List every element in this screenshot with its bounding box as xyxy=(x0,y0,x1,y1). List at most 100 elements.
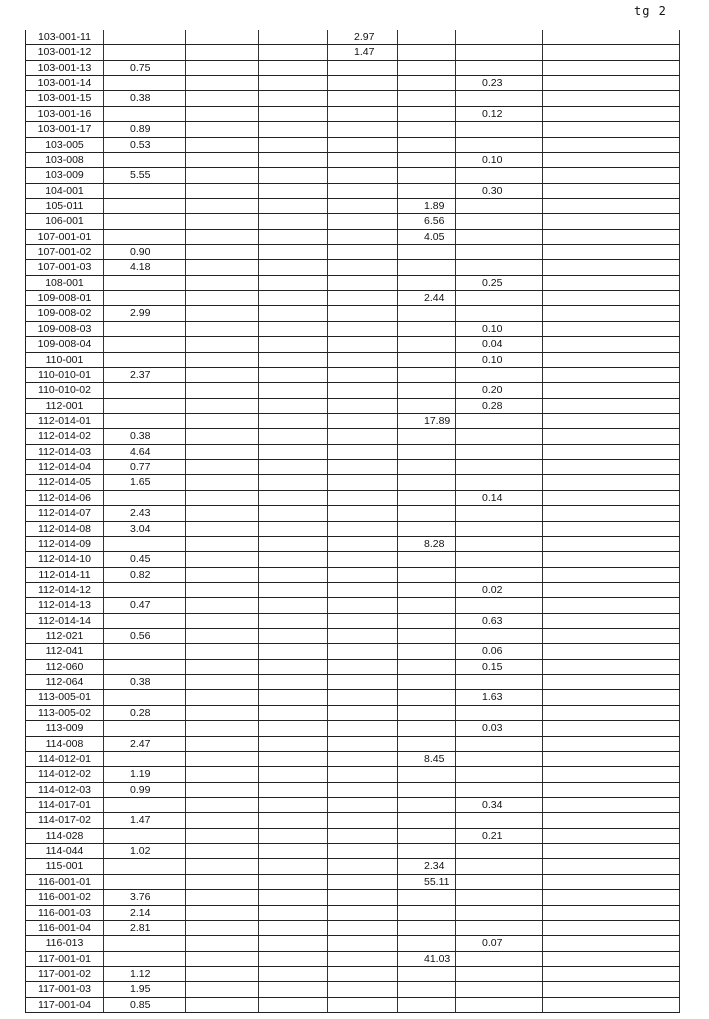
value-cell xyxy=(327,997,397,1013)
value-cell xyxy=(327,613,397,629)
value-cell: 0.23 xyxy=(455,76,542,91)
value-cell: 1.02 xyxy=(103,844,185,859)
item-code-cell: 112-001 xyxy=(25,398,103,413)
value-cell xyxy=(327,260,397,275)
value-cell xyxy=(397,782,455,797)
value-cell: 0.04 xyxy=(455,337,542,352)
value-cell xyxy=(455,168,542,183)
value-cell xyxy=(542,936,680,951)
item-code-cell: 110-001 xyxy=(25,352,103,367)
value-cell xyxy=(397,966,455,982)
value-cell xyxy=(455,844,542,859)
value-cell xyxy=(397,813,455,828)
value-cell xyxy=(327,951,397,966)
value-cell xyxy=(185,736,258,751)
value-cell xyxy=(258,659,327,675)
table-row: 112-014-09 8.28 xyxy=(25,536,680,553)
value-cell xyxy=(397,721,455,736)
value-cell xyxy=(185,659,258,675)
value-cell: 2.43 xyxy=(103,506,185,521)
value-cell xyxy=(455,736,542,751)
value-cell xyxy=(397,675,455,690)
value-cell: 1.12 xyxy=(103,966,185,982)
value-cell: 1.89 xyxy=(397,198,455,214)
table-row: 116-001-04 2.81 xyxy=(25,920,680,937)
value-cell xyxy=(103,936,185,951)
value-cell xyxy=(185,905,258,920)
table-row: 112-014-12 0.02 xyxy=(25,582,680,599)
value-cell: 0.03 xyxy=(455,721,542,736)
value-cell xyxy=(327,721,397,736)
value-cell xyxy=(542,690,680,705)
value-cell xyxy=(103,383,185,398)
value-cell xyxy=(258,229,327,245)
value-cell xyxy=(542,122,680,137)
value-cell xyxy=(258,982,327,997)
value-cell: 0.07 xyxy=(455,936,542,951)
value-cell xyxy=(185,874,258,890)
value-cell xyxy=(397,106,455,122)
value-cell: 2.47 xyxy=(103,736,185,751)
value-cell xyxy=(103,76,185,91)
value-cell xyxy=(327,245,397,260)
value-cell xyxy=(103,751,185,767)
value-cell xyxy=(258,644,327,659)
table-row: 117-001-03 1.95 xyxy=(25,982,680,998)
value-cell: 0.38 xyxy=(103,429,185,444)
value-cell xyxy=(542,245,680,260)
item-code-cell: 114-017-01 xyxy=(25,798,103,813)
item-code-cell: 103-001-17 xyxy=(25,122,103,137)
value-cell xyxy=(397,260,455,275)
table-row: 103-001-12 1.47 xyxy=(25,45,680,61)
item-code-cell: 112-014-06 xyxy=(25,490,103,506)
value-cell xyxy=(103,337,185,352)
value-cell xyxy=(258,383,327,398)
table-row: 103-001-14 0.23 xyxy=(25,76,680,92)
value-cell xyxy=(455,567,542,582)
value-cell xyxy=(455,997,542,1013)
item-code-cell: 112-021 xyxy=(25,629,103,644)
value-cell xyxy=(542,567,680,582)
item-code-cell: 114-017-02 xyxy=(25,813,103,828)
value-cell xyxy=(185,675,258,690)
value-cell xyxy=(397,91,455,106)
value-cell xyxy=(103,644,185,659)
value-cell xyxy=(185,582,258,598)
value-cell: 8.28 xyxy=(397,536,455,552)
value-cell xyxy=(327,890,397,905)
value-cell xyxy=(103,352,185,367)
value-cell xyxy=(542,275,680,291)
value-cell xyxy=(185,383,258,398)
item-code-cell: 112-014-09 xyxy=(25,536,103,552)
item-code-cell: 113-009 xyxy=(25,721,103,736)
value-cell xyxy=(258,890,327,905)
table-row: 109-008-03 0.10 xyxy=(25,321,680,338)
value-cell xyxy=(542,337,680,352)
value-cell xyxy=(327,936,397,951)
value-cell: 4.64 xyxy=(103,444,185,460)
value-cell xyxy=(327,183,397,198)
item-code-cell: 117-001-03 xyxy=(25,982,103,997)
value-cell xyxy=(258,552,327,567)
value-cell xyxy=(327,321,397,337)
item-code-cell: 112-014-05 xyxy=(25,475,103,490)
value-cell xyxy=(258,705,327,721)
value-cell xyxy=(258,352,327,367)
value-cell xyxy=(185,798,258,813)
value-cell xyxy=(542,137,680,152)
value-cell xyxy=(185,552,258,567)
value-cell: 2.37 xyxy=(103,367,185,383)
value-cell: 0.14 xyxy=(455,490,542,506)
value-cell xyxy=(397,444,455,460)
value-cell xyxy=(258,183,327,198)
item-code-cell: 112-041 xyxy=(25,644,103,659)
value-cell xyxy=(185,137,258,152)
value-cell xyxy=(185,367,258,383)
value-cell xyxy=(455,767,542,782)
value-cell xyxy=(327,844,397,859)
value-cell: 1.19 xyxy=(103,767,185,782)
value-cell xyxy=(258,905,327,920)
table-row: 103-001-11 2.97 xyxy=(25,30,680,46)
value-cell xyxy=(185,198,258,214)
value-cell xyxy=(258,782,327,797)
